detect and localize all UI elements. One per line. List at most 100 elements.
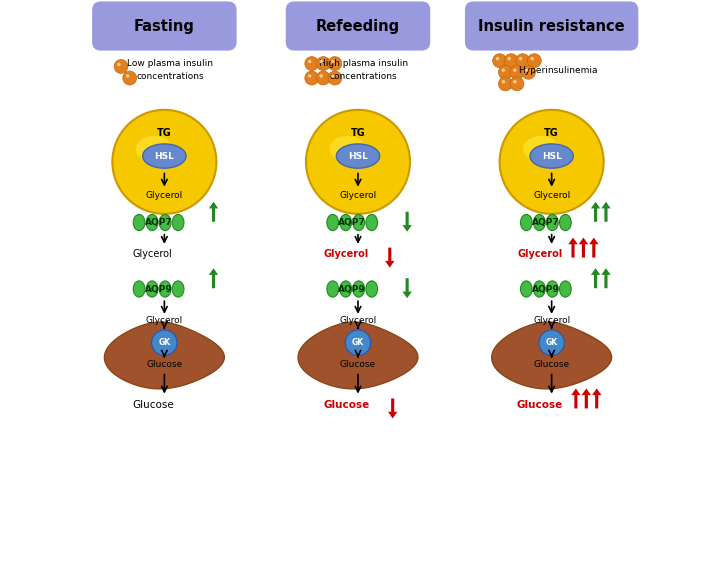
Text: AQP7: AQP7 bbox=[339, 218, 366, 227]
FancyArrow shape bbox=[591, 268, 600, 288]
Circle shape bbox=[513, 80, 517, 83]
Text: Glucose: Glucose bbox=[146, 360, 183, 369]
Text: Glycerol: Glycerol bbox=[146, 316, 183, 325]
Circle shape bbox=[531, 57, 534, 60]
FancyArrow shape bbox=[402, 212, 412, 232]
FancyArrow shape bbox=[569, 238, 578, 258]
Circle shape bbox=[519, 57, 523, 60]
Circle shape bbox=[305, 57, 319, 71]
FancyArrow shape bbox=[388, 398, 397, 418]
Ellipse shape bbox=[136, 136, 172, 162]
Circle shape bbox=[513, 68, 517, 72]
Circle shape bbox=[152, 330, 177, 355]
Text: Glycerol: Glycerol bbox=[133, 249, 173, 260]
Ellipse shape bbox=[559, 214, 571, 231]
Ellipse shape bbox=[521, 281, 532, 297]
FancyArrow shape bbox=[592, 388, 601, 409]
Circle shape bbox=[122, 71, 137, 85]
Polygon shape bbox=[492, 322, 611, 389]
Circle shape bbox=[308, 60, 311, 63]
Circle shape bbox=[328, 57, 342, 71]
Polygon shape bbox=[298, 322, 418, 389]
Ellipse shape bbox=[546, 214, 558, 231]
Text: HSL: HSL bbox=[155, 151, 174, 161]
Ellipse shape bbox=[533, 214, 545, 231]
Circle shape bbox=[498, 65, 513, 79]
Text: TG: TG bbox=[157, 128, 172, 138]
Ellipse shape bbox=[159, 281, 171, 297]
Text: Glycerol: Glycerol bbox=[518, 249, 563, 260]
Text: TG: TG bbox=[351, 128, 365, 138]
Text: HSL: HSL bbox=[542, 151, 561, 161]
Circle shape bbox=[521, 65, 536, 79]
FancyArrow shape bbox=[581, 388, 591, 409]
Circle shape bbox=[495, 57, 499, 60]
Text: Glycerol: Glycerol bbox=[533, 191, 570, 200]
Ellipse shape bbox=[327, 281, 339, 297]
FancyArrow shape bbox=[385, 247, 395, 268]
Text: AQP9: AQP9 bbox=[339, 284, 366, 294]
Circle shape bbox=[525, 68, 528, 72]
FancyArrow shape bbox=[601, 202, 611, 222]
Text: Glycerol: Glycerol bbox=[339, 191, 377, 200]
Text: GK: GK bbox=[546, 338, 558, 347]
Ellipse shape bbox=[353, 281, 364, 297]
Ellipse shape bbox=[523, 136, 559, 162]
Ellipse shape bbox=[530, 144, 574, 168]
FancyArrow shape bbox=[571, 388, 581, 409]
Ellipse shape bbox=[559, 281, 571, 297]
Circle shape bbox=[328, 71, 342, 85]
Text: TG: TG bbox=[544, 128, 559, 138]
Ellipse shape bbox=[146, 281, 158, 297]
Circle shape bbox=[345, 330, 371, 355]
Text: Glucose: Glucose bbox=[132, 400, 174, 410]
Circle shape bbox=[114, 60, 128, 73]
Circle shape bbox=[504, 54, 518, 68]
FancyArrow shape bbox=[601, 268, 611, 288]
Text: Refeeding: Refeeding bbox=[316, 18, 400, 34]
Circle shape bbox=[305, 71, 319, 85]
Ellipse shape bbox=[353, 214, 364, 231]
Circle shape bbox=[319, 60, 323, 63]
FancyArrow shape bbox=[579, 238, 588, 258]
Circle shape bbox=[331, 74, 334, 77]
Ellipse shape bbox=[340, 214, 352, 231]
Circle shape bbox=[316, 57, 330, 71]
Circle shape bbox=[498, 77, 513, 91]
Text: Glucose: Glucose bbox=[324, 400, 369, 410]
Text: Fasting: Fasting bbox=[134, 18, 195, 34]
Ellipse shape bbox=[327, 214, 339, 231]
Text: concentrations: concentrations bbox=[136, 72, 204, 81]
Text: High plasma insulin: High plasma insulin bbox=[319, 59, 408, 68]
Ellipse shape bbox=[133, 281, 145, 297]
Polygon shape bbox=[105, 322, 224, 389]
Text: Glucose: Glucose bbox=[340, 360, 376, 369]
Circle shape bbox=[528, 54, 541, 68]
FancyBboxPatch shape bbox=[92, 2, 236, 51]
Circle shape bbox=[306, 110, 410, 214]
Circle shape bbox=[126, 74, 130, 77]
Text: Insulin resistance: Insulin resistance bbox=[478, 18, 625, 34]
Ellipse shape bbox=[366, 281, 377, 297]
FancyBboxPatch shape bbox=[465, 2, 639, 51]
Ellipse shape bbox=[329, 136, 366, 162]
FancyBboxPatch shape bbox=[286, 2, 430, 51]
Text: Low plasma insulin: Low plasma insulin bbox=[127, 59, 213, 68]
FancyArrow shape bbox=[209, 268, 218, 288]
Ellipse shape bbox=[173, 214, 184, 231]
Ellipse shape bbox=[521, 214, 532, 231]
Circle shape bbox=[510, 77, 524, 91]
Circle shape bbox=[112, 110, 216, 214]
Ellipse shape bbox=[142, 144, 186, 168]
FancyArrow shape bbox=[591, 202, 600, 222]
Text: concentrations: concentrations bbox=[330, 72, 397, 81]
Circle shape bbox=[493, 54, 506, 68]
Text: Glycerol: Glycerol bbox=[146, 191, 183, 200]
Text: Glucose: Glucose bbox=[517, 400, 563, 410]
Circle shape bbox=[502, 80, 505, 83]
Text: AQP9: AQP9 bbox=[532, 284, 560, 294]
Circle shape bbox=[510, 65, 524, 79]
Ellipse shape bbox=[159, 214, 171, 231]
Circle shape bbox=[319, 74, 323, 77]
Text: GK: GK bbox=[352, 338, 364, 347]
